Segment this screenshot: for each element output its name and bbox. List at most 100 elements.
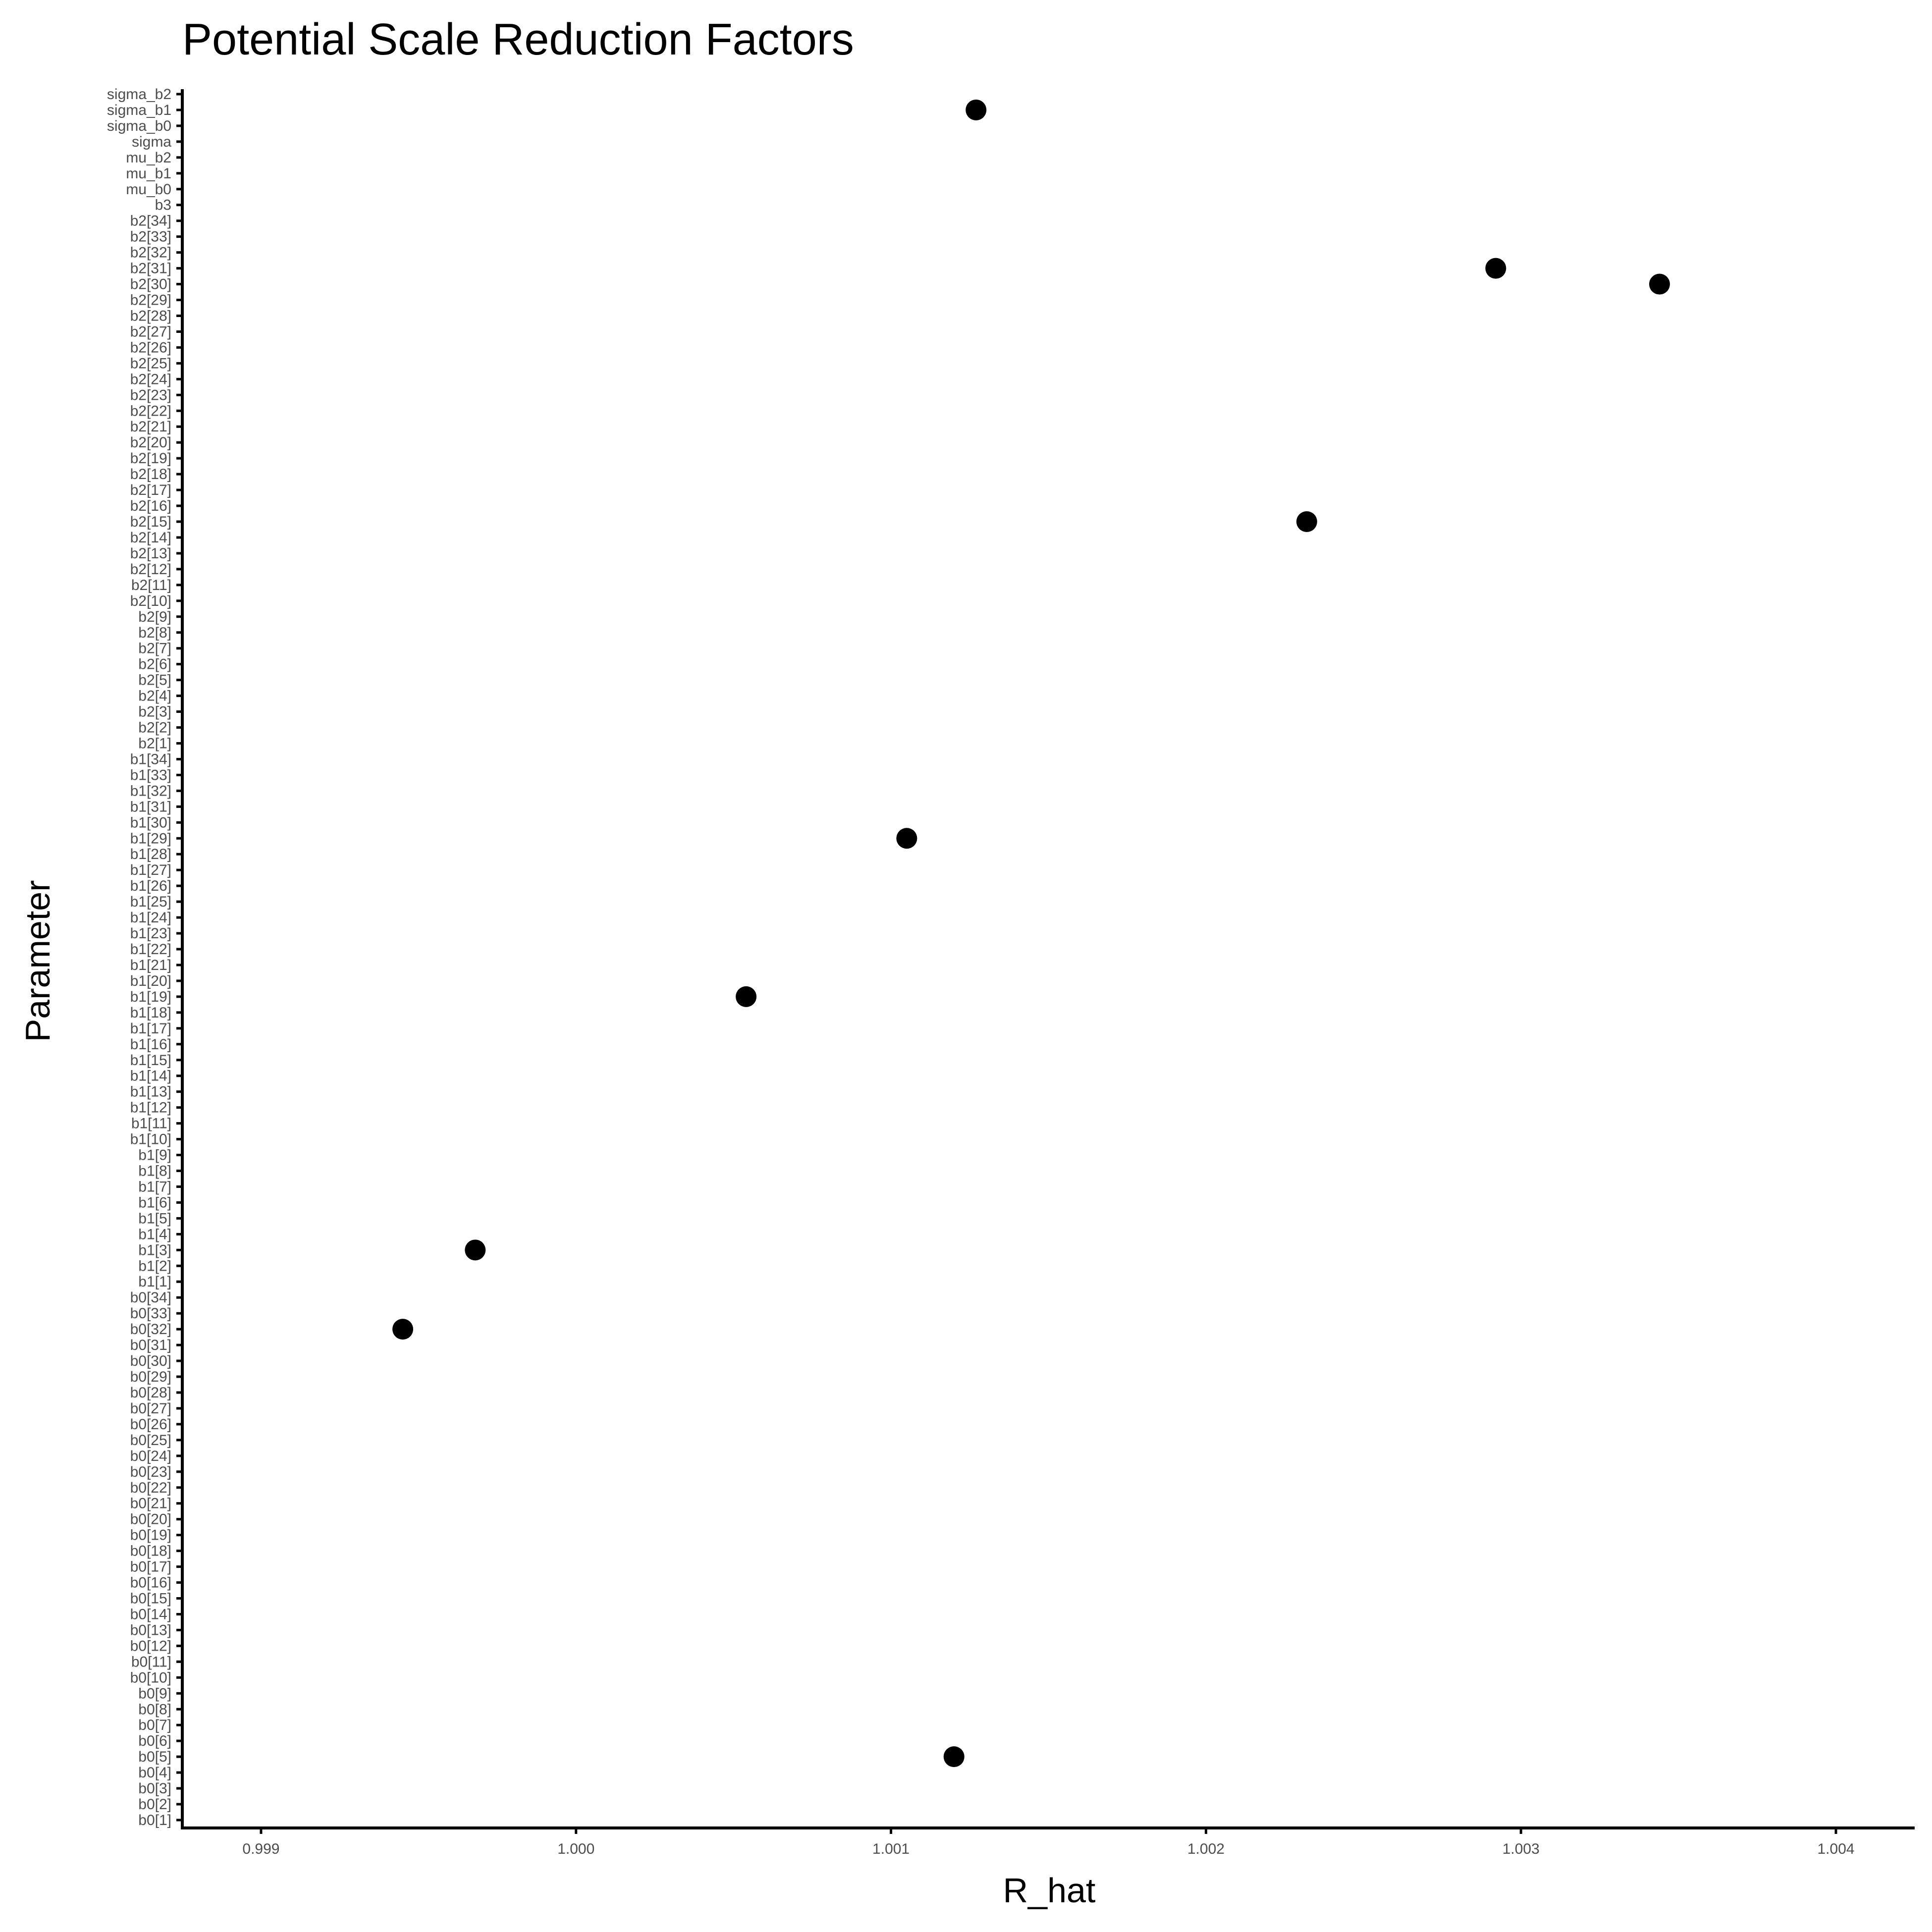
y-tick-label: b2[8] bbox=[138, 625, 171, 641]
y-tick-label: b0[34] bbox=[130, 1289, 171, 1306]
y-tick-label: b0[31] bbox=[130, 1337, 171, 1353]
y-tick-label: b0[30] bbox=[130, 1353, 171, 1369]
y-tick-label: b1[21] bbox=[130, 957, 171, 973]
x-tick-label: 1.000 bbox=[557, 1841, 594, 1857]
y-tick-label: b1[15] bbox=[130, 1052, 171, 1069]
data-point bbox=[943, 1746, 965, 1768]
data-point bbox=[966, 99, 987, 120]
y-tick-label: b0[5] bbox=[138, 1749, 171, 1765]
y-tick-label: b0[13] bbox=[130, 1622, 171, 1638]
y-tick-label: b0[28] bbox=[130, 1385, 171, 1401]
y-tick-label: b1[5] bbox=[138, 1210, 171, 1227]
y-tick-label: b2[2] bbox=[138, 720, 171, 736]
y-tick-label: b0[8] bbox=[138, 1701, 171, 1717]
y-tick-label: sigma_b0 bbox=[107, 118, 171, 134]
y-tick-label: b2[14] bbox=[130, 530, 171, 546]
y-tick-label: b2[22] bbox=[130, 403, 171, 419]
y-tick-label: b0[17] bbox=[130, 1559, 171, 1575]
data-point bbox=[465, 1239, 486, 1261]
y-tick-label: b1[6] bbox=[138, 1194, 171, 1211]
y-tick-label: b1[13] bbox=[130, 1084, 171, 1100]
y-tick-label: b2[1] bbox=[138, 735, 171, 751]
y-tick-label: b0[21] bbox=[130, 1496, 171, 1512]
y-tick-label: b1[17] bbox=[130, 1020, 171, 1037]
y-tick-label: b0[11] bbox=[131, 1654, 171, 1670]
x-tick-label: 1.003 bbox=[1503, 1841, 1540, 1857]
data-point bbox=[392, 1319, 414, 1340]
y-tick-label: b2[7] bbox=[138, 641, 171, 657]
y-tick-label: b0[20] bbox=[130, 1511, 171, 1528]
y-tick-label: b2[17] bbox=[130, 482, 171, 498]
x-tick-label: 0.999 bbox=[242, 1841, 279, 1857]
y-tick-label: mu_b0 bbox=[126, 181, 171, 198]
y-tick-label: b2[29] bbox=[130, 292, 171, 309]
y-tick-label: b1[4] bbox=[138, 1226, 171, 1242]
y-tick-label: b1[25] bbox=[130, 894, 171, 910]
data-point bbox=[896, 828, 917, 849]
data-point bbox=[1649, 273, 1670, 295]
y-tick-label: b1[3] bbox=[138, 1242, 171, 1258]
y-tick-label: b1[10] bbox=[130, 1131, 171, 1148]
y-tick-label: b2[33] bbox=[130, 229, 171, 245]
y-tick-label: b1[18] bbox=[130, 1005, 171, 1021]
y-tick-label: b1[12] bbox=[130, 1100, 171, 1116]
y-tick-label: b1[30] bbox=[130, 814, 171, 831]
chart-title: Potential Scale Reduction Factors bbox=[182, 15, 854, 64]
y-tick-label: b3 bbox=[155, 197, 171, 214]
y-tick-label: b0[10] bbox=[130, 1669, 171, 1686]
y-tick-label: b2[34] bbox=[130, 213, 171, 229]
y-tick-label: sigma bbox=[132, 134, 171, 150]
y-tick-label: b2[5] bbox=[138, 672, 171, 689]
y-tick-label: b2[10] bbox=[130, 593, 171, 609]
y-tick-label: b0[2] bbox=[138, 1796, 171, 1813]
y-tick-label: b0[23] bbox=[130, 1464, 171, 1480]
y-tick-label: b2[19] bbox=[130, 450, 171, 467]
y-tick-label: mu_b2 bbox=[126, 150, 171, 166]
y-tick-label: b2[15] bbox=[130, 514, 171, 530]
data-point bbox=[1296, 511, 1317, 533]
y-tick-label: b2[25] bbox=[130, 355, 171, 372]
y-tick-label: b0[25] bbox=[130, 1432, 171, 1449]
y-tick-label: b0[4] bbox=[138, 1765, 171, 1781]
y-tick-label: sigma_b1 bbox=[107, 102, 171, 118]
y-tick-label: b2[27] bbox=[130, 323, 171, 340]
y-tick-label: b2[20] bbox=[130, 434, 171, 451]
y-tick-label: b1[27] bbox=[130, 862, 171, 878]
y-tick-label: b2[32] bbox=[130, 245, 171, 261]
y-tick-label: b1[24] bbox=[130, 910, 171, 926]
y-tick-label: b0[9] bbox=[138, 1685, 171, 1702]
y-tick-label: b2[6] bbox=[138, 656, 171, 673]
y-tick-label: b0[19] bbox=[130, 1527, 171, 1544]
y-tick-label: b1[11] bbox=[131, 1116, 171, 1132]
y-tick-label: b0[33] bbox=[130, 1305, 171, 1322]
y-tick-label: b1[32] bbox=[130, 783, 171, 799]
y-tick-label: b2[4] bbox=[138, 688, 171, 704]
y-tick-label: b0[22] bbox=[130, 1480, 171, 1496]
x-tick-label: 1.004 bbox=[1818, 1841, 1855, 1857]
y-tick-label: b2[16] bbox=[130, 498, 171, 514]
y-tick-label: b2[31] bbox=[130, 261, 171, 277]
y-tick-label: b2[28] bbox=[130, 308, 171, 324]
y-tick-label: b1[28] bbox=[130, 846, 171, 862]
y-axis: b0[1]b0[2]b0[3]b0[4]b0[5]b0[6]b0[7]b0[8]… bbox=[107, 86, 184, 1828]
y-tick-label: b2[30] bbox=[130, 276, 171, 293]
data-points bbox=[392, 99, 1670, 1768]
y-tick-label: b2[3] bbox=[138, 704, 171, 720]
y-tick-label: b0[27] bbox=[130, 1400, 171, 1417]
y-tick-label: b1[2] bbox=[138, 1258, 171, 1274]
y-tick-label: b0[6] bbox=[138, 1733, 171, 1749]
y-tick-label: sigma_b2 bbox=[107, 86, 171, 103]
y-tick-label: b1[20] bbox=[130, 973, 171, 989]
y-tick-label: b0[32] bbox=[130, 1321, 171, 1338]
y-tick-label: b0[26] bbox=[130, 1416, 171, 1433]
y-tick-label: b0[14] bbox=[130, 1606, 171, 1622]
y-tick-label: b1[31] bbox=[130, 799, 171, 815]
x-tick-label: 1.002 bbox=[1187, 1841, 1225, 1857]
y-tick-label: b0[1] bbox=[138, 1812, 171, 1828]
y-tick-label: b2[21] bbox=[130, 419, 171, 435]
y-tick-label: b1[29] bbox=[130, 830, 171, 847]
y-tick-label: b0[24] bbox=[130, 1448, 171, 1464]
y-tick-label: b1[1] bbox=[138, 1274, 171, 1290]
y-tick-label: b1[34] bbox=[130, 751, 171, 767]
